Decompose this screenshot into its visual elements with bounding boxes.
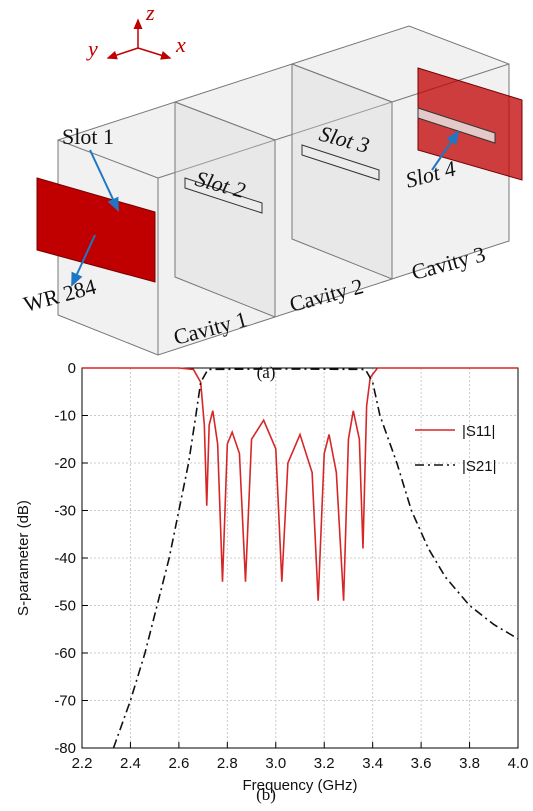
y-tick-label: -20	[54, 455, 76, 472]
legend-label: |S21|	[462, 458, 496, 475]
x-tick-label: 3.0	[265, 755, 286, 772]
x-tick-label: 2.8	[217, 755, 238, 772]
x-tick-label: 4.0	[508, 755, 529, 772]
y-tick-label: -80	[54, 740, 76, 757]
y-tick-label: -70	[54, 693, 76, 710]
y-tick-label: -10	[54, 408, 76, 425]
chart: 2.2 2.4 2.6 2.8 3.0 3.2 3.4 3.6 3.8 4.0 0 -10 -20 -30…	[15, 360, 528, 804]
y-tick-label: 0	[68, 360, 76, 377]
x-tick-label: 3.6	[411, 755, 432, 772]
y-tick-label: -40	[54, 550, 76, 567]
y-axis-label: S-parameter (dB)	[15, 500, 32, 616]
axis-label: z	[145, 0, 155, 25]
figure: z y x Slot 1 Slot 2 Slot 3 Slot 4 WR 284…	[0, 0, 533, 806]
legend-label: |S11|	[462, 423, 495, 440]
y-tick-label: -60	[54, 645, 76, 662]
x-tick-label: 2.2	[72, 755, 93, 772]
x-tick-label: 3.4	[362, 755, 383, 772]
axis-arrow	[108, 48, 138, 58]
y-tick-label: -30	[54, 503, 76, 520]
axis-label: x	[175, 32, 186, 57]
axis-arrow	[138, 48, 170, 58]
x-tick-label: 2.4	[120, 755, 141, 772]
series-line	[82, 368, 518, 601]
x-tick-label: 3.8	[459, 755, 480, 772]
x-tick-label: 3.2	[314, 755, 335, 772]
caption: (b)	[256, 785, 276, 804]
y-tick-label: -50	[54, 598, 76, 615]
caption: (a)	[257, 363, 276, 382]
x-tick-label: 2.6	[168, 755, 189, 772]
label: Slot 1	[62, 124, 114, 149]
diagram: z y x Slot 1 Slot 2 Slot 3 Slot 4 WR 284…	[21, 0, 522, 382]
axis-label: y	[86, 36, 98, 61]
